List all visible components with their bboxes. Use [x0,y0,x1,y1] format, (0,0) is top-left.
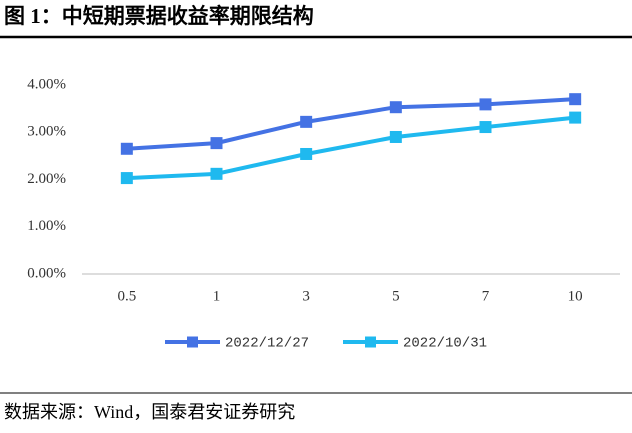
marker [479,121,492,134]
marker [300,147,313,160]
legend-label: 2022/10/31 [403,336,487,352]
series-line [126,115,576,181]
series-line [126,97,576,151]
x-tick-label: 3 [302,288,310,304]
marker [479,98,492,111]
y-tick-label: 4.00% [27,76,66,92]
marker [389,101,402,114]
marker [210,167,223,180]
legend-marker [365,336,376,348]
marker [300,115,313,128]
marker [120,172,133,185]
marker [120,142,133,155]
source: 数据来源：Wind，国泰君安证券研究 [4,402,295,422]
x-tick-label: 10 [568,288,583,304]
legend-marker [187,336,198,348]
x-tick-label: 1 [213,288,221,304]
x-tick-label: 7 [482,288,490,304]
marker [569,93,582,106]
marker [569,111,582,124]
y-tick-label: 1.00% [27,218,66,234]
x-tick-label: 0.5 [117,288,136,304]
y-tick-label: 2.00% [27,171,66,187]
x-tick-label: 5 [392,288,400,304]
legend-label: 2022/12/27 [225,336,309,352]
marker [210,137,223,150]
marker [389,130,402,143]
chart-title: 图 1：中短期票据收益率期限结构 [4,4,314,28]
y-tick-label: 3.00% [27,124,66,140]
y-tick-label: 0.00% [27,265,66,281]
